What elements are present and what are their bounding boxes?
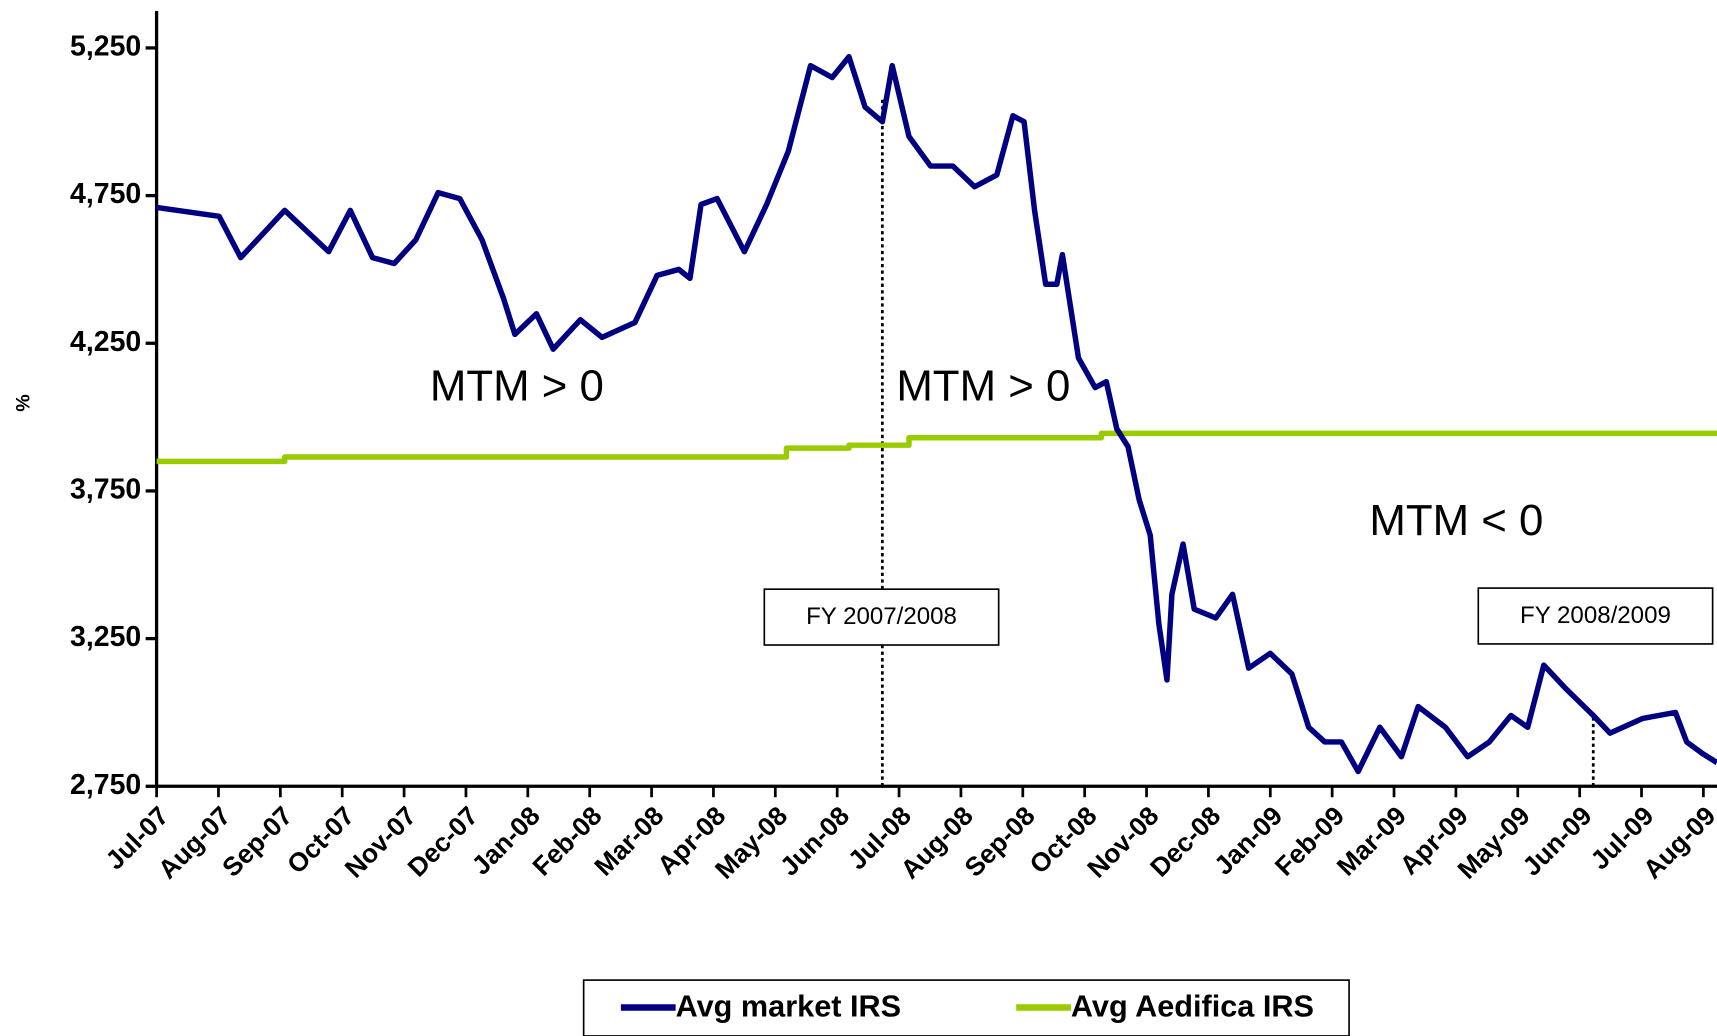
x-tick-label: Mar-08 (588, 800, 669, 881)
x-tick-label: Mar-09 (1331, 800, 1412, 881)
y-axis-label: % (12, 394, 34, 412)
legend-box (582, 979, 1350, 1036)
annotation-box (1477, 587, 1714, 645)
x-tick-label: Feb-08 (527, 800, 608, 881)
y-tick-label: 2,750 (70, 769, 141, 801)
legend-label: Avg Aedifica IRS (1071, 990, 1314, 1024)
annotation: FY 2007/2008 (806, 603, 957, 630)
annotation: MTM > 0 (896, 361, 1070, 410)
y-tick-label: 3,750 (70, 473, 141, 505)
series-line (156, 430, 1717, 465)
y-tick-label: 4,250 (70, 326, 141, 358)
x-tick-label: Feb-09 (1269, 800, 1350, 881)
annotation: MTM > 0 (430, 361, 604, 410)
x-tick-label: Dec-08 (1144, 800, 1226, 882)
x-tick-label: Sep-08 (959, 800, 1041, 882)
annotation: FY 2008/2009 (1520, 602, 1671, 629)
x-tick-label: Sep-07 (216, 800, 298, 882)
annotation-box (763, 588, 1000, 646)
x-tick-label: Jun-08 (774, 800, 855, 881)
y-tick-label: 3,250 (70, 621, 141, 653)
series-line (156, 54, 1717, 775)
y-tick-label: 5,250 (70, 30, 141, 62)
x-tick-label: Jun-09 (1516, 800, 1597, 881)
legend-label: Avg market IRS (676, 990, 901, 1024)
annotation: MTM < 0 (1369, 496, 1543, 545)
y-tick-label: 4,750 (70, 178, 141, 210)
x-tick-label: Dec-07 (402, 800, 484, 882)
